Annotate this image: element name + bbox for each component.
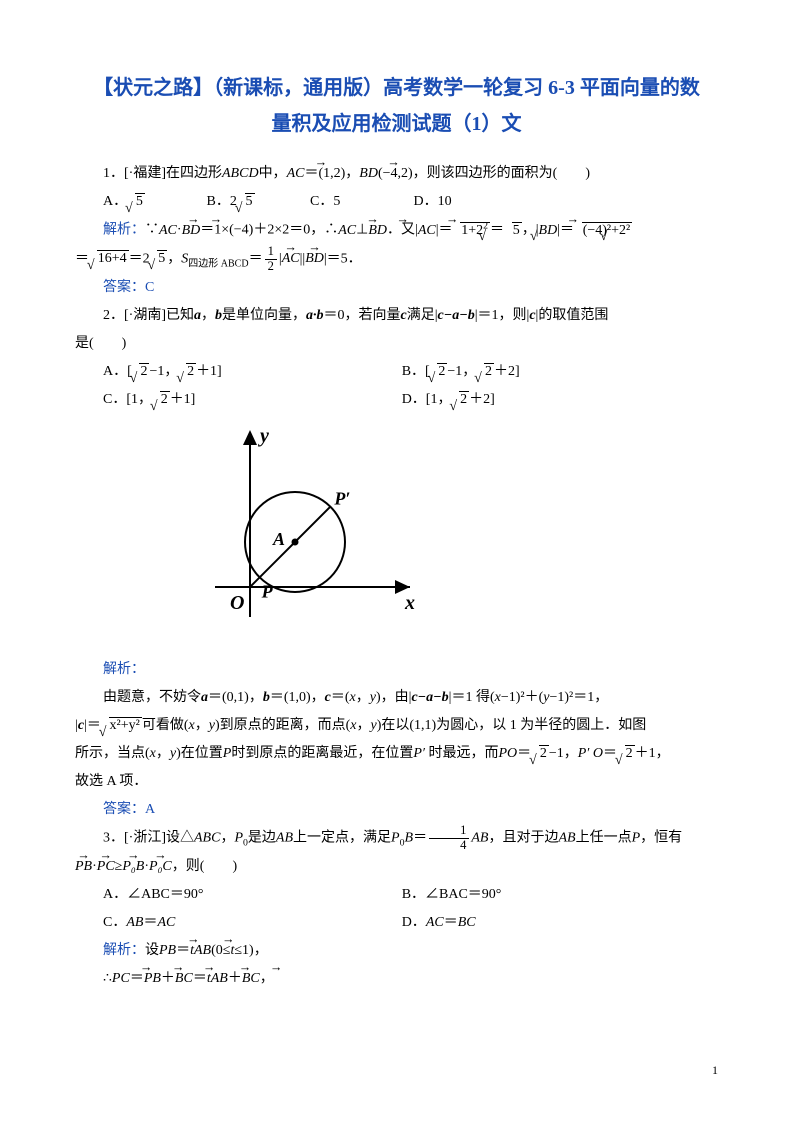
q1-stem: 1．[·福建]在四边形ABCD中，→AC＝(1,2)，→BD(−4,2)，则该四… [75, 160, 718, 188]
title-line-1: 【状元之路】（新课标，通用版）高考数学一轮复习 6-3 平面向量的数 [93, 77, 700, 99]
svg-text:P: P [261, 581, 274, 601]
q3-opt-a: A．∠ABC＝90° [103, 881, 398, 909]
q1-solution-line2: ＝16+4＝25，S四边形 ABCD＝12|→AC||→BD|＝5． [75, 245, 718, 274]
q2-stem-line2: 是( ) [75, 330, 718, 358]
solution-label: 解析： [103, 943, 145, 958]
document-title: 【状元之路】（新课标，通用版）高考数学一轮复习 6-3 平面向量的数 量积及应用… [75, 70, 718, 142]
title-line-2: 量积及应用检测试题（1）文 [272, 113, 522, 135]
q3-options: A．∠ABC＝90° B．∠BAC＝90° C．AB＝AC D．AC＝BC [75, 881, 718, 937]
q2-opt-d: D．[1，2＋2] [402, 386, 697, 414]
svg-text:O: O [230, 592, 244, 614]
q2-diagram: y x O A P P′ [195, 422, 718, 648]
text: 1．[·福建]在四边形 [103, 166, 222, 181]
svg-text:y: y [258, 425, 269, 447]
q1-opt-c: C．5 [310, 188, 410, 216]
q2-options: A．[2−1，2＋1] B．[2−1，2＋2] C．[1，2＋1] D．[1，2… [75, 358, 718, 414]
text: (−4,2)，则该四边形的面积为( ) [378, 166, 590, 181]
q2-solution-p3: 所示，当点(x，y)在位置P时到原点的距离最近，在位置P′ 时最远，而PO＝2−… [75, 740, 718, 768]
page-number: 1 [712, 1058, 718, 1082]
q1-answer: 答案：C [75, 274, 718, 302]
vec-ac: →AC [287, 166, 305, 181]
solution-label: 解析： [103, 223, 145, 238]
svg-text:x: x [404, 592, 415, 614]
text: ＝(1,2)， [304, 166, 359, 181]
q3-opt-c: C．AB＝AC [103, 909, 398, 937]
q2-solution-p2: |c|＝x²+y²可看做(x，y)到原点的距离，而点(x，y)在以(1,1)为圆… [75, 712, 718, 740]
q3-opt-d: D．AC＝BC [402, 909, 697, 937]
svg-text:P′: P′ [333, 489, 350, 509]
q2-opt-c: C．[1，2＋1] [103, 386, 398, 414]
q3-stem-line2: →PB·→PC≥→P₀B·→P₀C，则( ) [75, 853, 718, 881]
q3-solution-line2: ∴→PC＝→PB＋→BC＝t→AB＋→BC， [75, 965, 718, 993]
q2-opt-b: B．[2−1，2＋2] [402, 358, 697, 386]
svg-text:A: A [272, 529, 285, 549]
poly: ABCD [222, 166, 259, 181]
q2-solution-p1: 由题意，不妨令a＝(0,1)，b＝(1,0)，c＝(x，y)，由|c−a−b|＝… [75, 684, 718, 712]
q1-opt-d: D．10 [414, 188, 514, 216]
q3-stem-line1: 3．[·浙江]设△ABC，P0是边AB上一定点，满足P0B＝14AB，且对于边A… [75, 824, 718, 853]
vec-bd: →BD [359, 166, 378, 181]
q2-stem-line1: 2．[·湖南]已知a，b是单位向量，a·b＝0，若向量c满足|c−a−b|＝1，… [75, 302, 718, 330]
q2-answer: 答案：A [75, 796, 718, 824]
q2-opt-a: A．[2−1，2＋1] [103, 358, 398, 386]
q1-solution-line1: 解析：∵→AC·→BD＝1×(−4)＋2×2＝0，∴→AC⊥→BD．又|→AC|… [75, 216, 718, 245]
text: 中， [259, 166, 287, 181]
q2-solution-label: 解析： [75, 656, 718, 684]
q3-opt-b: B．∠BAC＝90° [402, 881, 697, 909]
